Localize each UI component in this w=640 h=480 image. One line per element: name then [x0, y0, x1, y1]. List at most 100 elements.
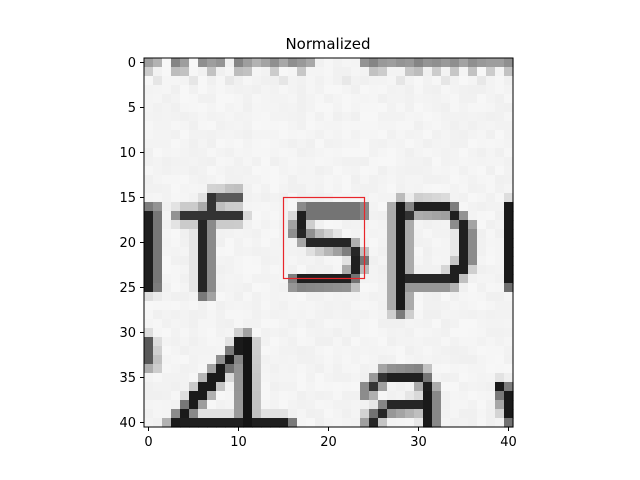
- heatmap-cell: [171, 364, 181, 374]
- heatmap-cell: [180, 211, 190, 221]
- heatmap-cell: [396, 58, 406, 68]
- heatmap-cell: [171, 103, 181, 113]
- heatmap-cell: [378, 112, 388, 122]
- heatmap-cell: [441, 355, 451, 365]
- heatmap-cell: [144, 265, 154, 275]
- heatmap-cell: [405, 265, 415, 275]
- heatmap-cell: [378, 211, 388, 221]
- heatmap-cell: [405, 112, 415, 122]
- heatmap-cell: [486, 364, 496, 374]
- heatmap-cell: [459, 238, 469, 248]
- heatmap-cell: [369, 364, 379, 374]
- heatmap-cell: [324, 400, 334, 410]
- heatmap-cell: [153, 364, 163, 374]
- heatmap-cell: [414, 193, 424, 203]
- heatmap-cell: [423, 265, 433, 275]
- heatmap-cell: [342, 139, 352, 149]
- heatmap-cell: [495, 58, 505, 68]
- heatmap-cell: [351, 112, 361, 122]
- heatmap-cell: [288, 166, 298, 176]
- heatmap-cell: [405, 247, 415, 257]
- heatmap-cell: [405, 319, 415, 329]
- heatmap-cell: [171, 58, 181, 68]
- heatmap-cell: [189, 148, 199, 158]
- heatmap-cell: [495, 121, 505, 131]
- heatmap-cell: [198, 373, 208, 383]
- heatmap-cell: [396, 184, 406, 194]
- heatmap-cell: [234, 382, 244, 392]
- heatmap-cell: [405, 148, 415, 158]
- heatmap-cell: [432, 355, 442, 365]
- heatmap-cell: [378, 364, 388, 374]
- heatmap-cell: [342, 337, 352, 347]
- heatmap-cell: [351, 58, 361, 68]
- heatmap-cell: [387, 211, 397, 221]
- heatmap-cell: [450, 148, 460, 158]
- heatmap-cell: [396, 148, 406, 158]
- heatmap-cell: [495, 256, 505, 266]
- heatmap-cell: [261, 112, 271, 122]
- heatmap-cell: [468, 202, 478, 212]
- heatmap-cell: [333, 355, 343, 365]
- heatmap-cell: [234, 418, 244, 428]
- heatmap-cell: [459, 76, 469, 86]
- heatmap-cell: [198, 112, 208, 122]
- heatmap-cell: [414, 103, 424, 113]
- heatmap-cell: [225, 337, 235, 347]
- heatmap-cell: [333, 112, 343, 122]
- heatmap-cell: [207, 247, 217, 257]
- heatmap-cell: [306, 409, 316, 419]
- heatmap-cell: [477, 337, 487, 347]
- heatmap-cell: [315, 238, 325, 248]
- heatmap-cell: [261, 409, 271, 419]
- heatmap-cell: [450, 193, 460, 203]
- heatmap-cell: [423, 76, 433, 86]
- heatmap-cell: [243, 247, 253, 257]
- heatmap-cell: [432, 211, 442, 221]
- heatmap-cell: [306, 76, 316, 86]
- heatmap-cell: [459, 175, 469, 185]
- heatmap-cell: [378, 328, 388, 338]
- heatmap-cell: [423, 67, 433, 77]
- heatmap-cell: [261, 148, 271, 158]
- heatmap-cell: [270, 211, 280, 221]
- heatmap-cell: [459, 229, 469, 239]
- y-tick-label: 5: [128, 101, 136, 116]
- heatmap-cell: [180, 94, 190, 104]
- heatmap-cell: [180, 310, 190, 320]
- heatmap-cell: [441, 58, 451, 68]
- heatmap-cell: [234, 121, 244, 131]
- heatmap-cell: [333, 67, 343, 77]
- heatmap-cell: [252, 76, 262, 86]
- heatmap-cell: [333, 211, 343, 221]
- heatmap-cell: [342, 283, 352, 293]
- heatmap-cell: [216, 355, 226, 365]
- heatmap-cell: [396, 256, 406, 266]
- heatmap-cell: [297, 310, 307, 320]
- heatmap-cell: [243, 130, 253, 140]
- heatmap-cell: [180, 409, 190, 419]
- heatmap-cell: [279, 148, 289, 158]
- heatmap-cell: [468, 247, 478, 257]
- heatmap-cell: [234, 319, 244, 329]
- heatmap-cell: [153, 355, 163, 365]
- heatmap-cell: [261, 220, 271, 230]
- heatmap-cell: [369, 202, 379, 212]
- heatmap-cell: [198, 148, 208, 158]
- heatmap-cell: [477, 148, 487, 158]
- heatmap-cell: [477, 247, 487, 257]
- heatmap-cell: [378, 94, 388, 104]
- heatmap-cell: [387, 247, 397, 257]
- heatmap-cell: [306, 184, 316, 194]
- heatmap-cell: [423, 328, 433, 338]
- heatmap-cell: [369, 265, 379, 275]
- heatmap-cell: [414, 265, 424, 275]
- heatmap-cell: [144, 229, 154, 239]
- heatmap-cell: [450, 247, 460, 257]
- heatmap-cell: [297, 85, 307, 95]
- heatmap-cell: [441, 94, 451, 104]
- heatmap-cell: [243, 310, 253, 320]
- heatmap-cell: [369, 67, 379, 77]
- heatmap-cell: [207, 202, 217, 212]
- heatmap-cell: [252, 211, 262, 221]
